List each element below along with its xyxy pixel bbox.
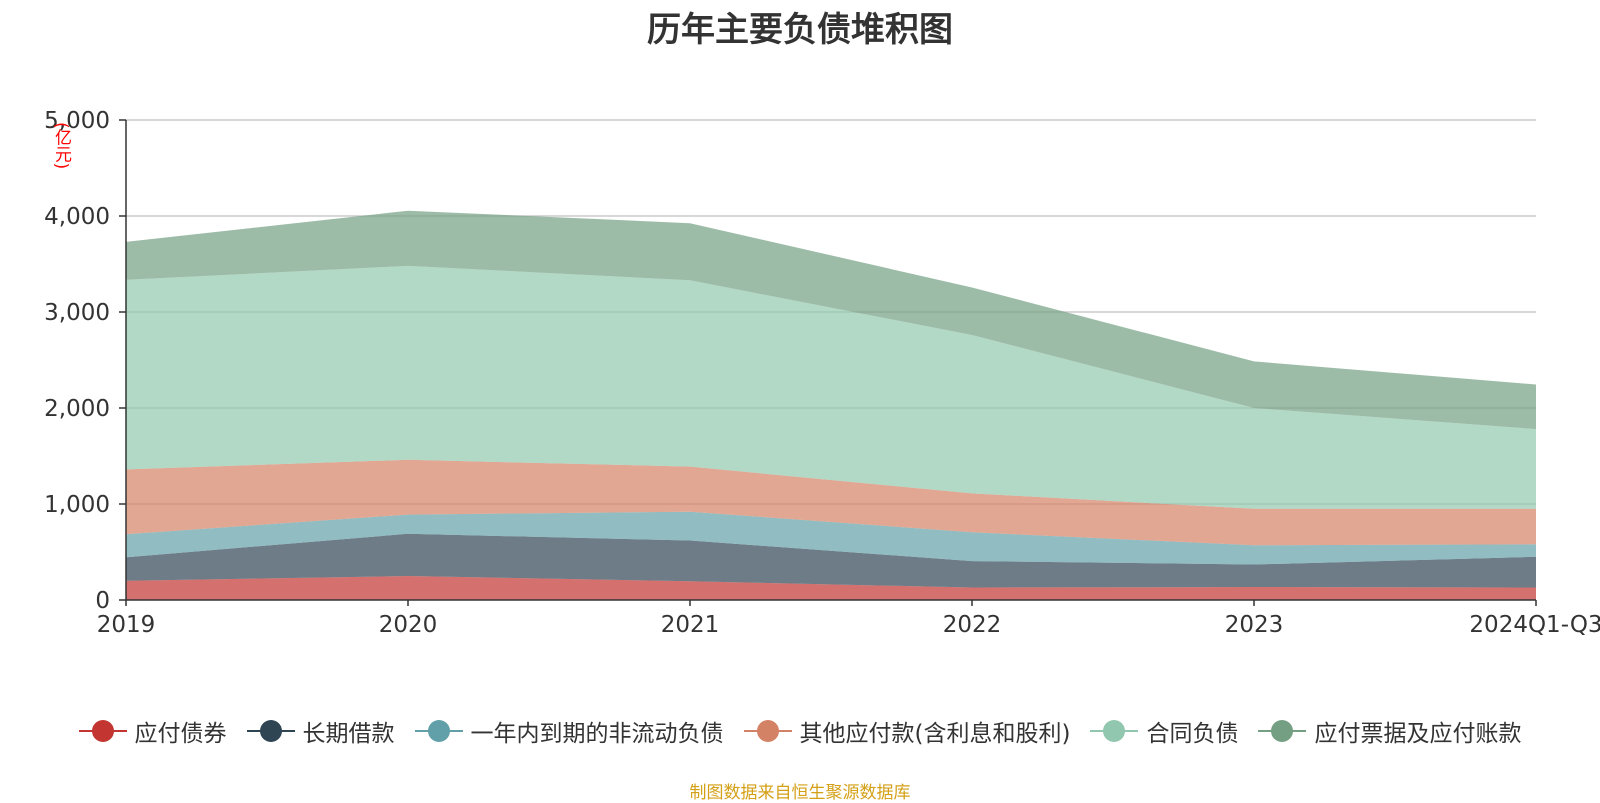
legend-dot	[91, 720, 114, 742]
y-tick-label: 0	[95, 588, 110, 614]
legend-marker-icon	[78, 719, 127, 743]
legend-item[interactable]: 合同负债	[1090, 714, 1238, 748]
legend-label: 长期借款	[302, 721, 395, 747]
legend-marker-icon	[414, 719, 463, 743]
chart-title: 历年主要负债堆积图	[647, 10, 953, 50]
y-tick-label: 3,000	[44, 300, 110, 326]
area-其他应付款(含利息和股利)[interactable]	[126, 459, 1536, 546]
area-长期借款[interactable]	[126, 533, 1536, 588]
area-应付票据及应付账款[interactable]	[126, 210, 1536, 430]
x-tick-label: 2023	[1225, 612, 1284, 638]
area-应付债券[interactable]	[126, 576, 1536, 600]
area-一年内到期的非流动负债[interactable]	[126, 511, 1536, 565]
y-tick-label: 4,000	[44, 204, 110, 230]
y-tick-label: 5,000	[44, 108, 110, 134]
axes: 0 1,000 2,000 3,000 4,000 5,000 2019 2020 2021 20…	[44, 108, 1600, 638]
legend-label: 合同负债	[1146, 721, 1239, 747]
x-tick-label: 2020	[379, 612, 438, 638]
legend-marker-icon	[246, 719, 295, 743]
legend-marker-icon	[1090, 719, 1139, 743]
legend-dot	[427, 720, 450, 742]
area-合同负债[interactable]	[126, 265, 1536, 509]
legend-item[interactable]: 应付票据及应付账款	[1258, 714, 1521, 748]
legend-item[interactable]: 一年内到期的非流动负债	[414, 714, 724, 748]
legend-dot	[259, 720, 282, 742]
x-tick-label: 2021	[661, 612, 720, 638]
legend-label: 一年内到期的非流动负债	[470, 721, 724, 747]
legend-marker-icon	[1258, 719, 1307, 743]
legend: 应付债券 长期借款 一年内到期的非流动负债 其他应付款(含利息和股利) 合同负债 应付票据…	[0, 714, 1600, 748]
y-tick-label: 1,000	[44, 492, 110, 518]
legend-dot	[1271, 720, 1294, 742]
area-series-layer	[126, 210, 1536, 600]
x-tick-label: 2019	[97, 612, 156, 638]
legend-label: 应付债券	[134, 721, 227, 747]
legend-item[interactable]: 其他应付款(含利息和股利)	[743, 714, 1071, 748]
y-tick-label: 2,000	[44, 396, 110, 422]
legend-dot	[1103, 720, 1126, 742]
legend-item[interactable]: 长期借款	[246, 714, 395, 748]
legend-marker-icon	[743, 719, 792, 743]
source-note: 制图数据来自恒生聚源数据库	[689, 783, 911, 803]
x-tick-label: 2022	[943, 612, 1002, 638]
x-tick-label: 2024Q1-Q3	[1469, 612, 1600, 638]
legend-dot	[756, 720, 779, 742]
legend-label: 应付票据及应付账款	[1314, 721, 1522, 747]
y-axis-unit-label: (亿元)	[51, 122, 71, 170]
legend-item[interactable]: 应付债券	[78, 714, 227, 748]
legend-label: 其他应付款(含利息和股利)	[799, 721, 1071, 747]
